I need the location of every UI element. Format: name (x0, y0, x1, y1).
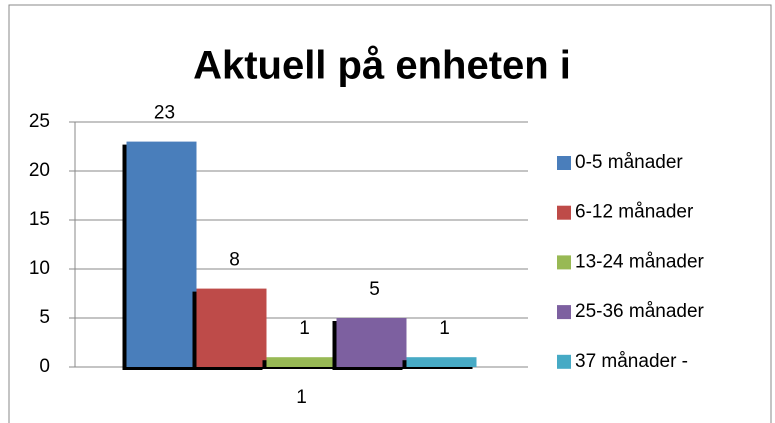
y-tick-label: 20 (29, 160, 50, 181)
legend-label: 0-5 månader (575, 152, 683, 173)
y-tick-label: 15 (29, 209, 50, 230)
data-label: 1 (439, 318, 450, 339)
legend-swatch (557, 305, 571, 320)
legend-label: 13-24 månader (575, 251, 705, 272)
legend-label: 25-36 månader (575, 301, 705, 322)
data-label: 8 (229, 250, 240, 271)
bar (196, 288, 267, 367)
y-tick-label: 5 (39, 307, 50, 328)
bar (336, 318, 407, 367)
legend-swatch (557, 156, 571, 170)
legend-swatch (557, 205, 571, 220)
chart-title: Aktuell på enheten i (193, 44, 571, 88)
data-label: 23 (154, 103, 175, 124)
y-tick-label: 0 (39, 356, 50, 377)
legend-swatch (557, 255, 571, 270)
legend-swatch (557, 354, 571, 369)
bar (266, 357, 337, 367)
data-label: 1 (299, 318, 310, 339)
y-tick-label: 10 (29, 258, 50, 279)
y-tick-label: 25 (29, 111, 50, 132)
x-tick-label: 1 (296, 387, 307, 408)
data-label: 5 (369, 279, 380, 300)
bar (126, 141, 197, 367)
bar (406, 357, 477, 367)
legend-label: 37 månader - (575, 351, 688, 372)
legend-label: 6-12 månader (575, 202, 694, 223)
